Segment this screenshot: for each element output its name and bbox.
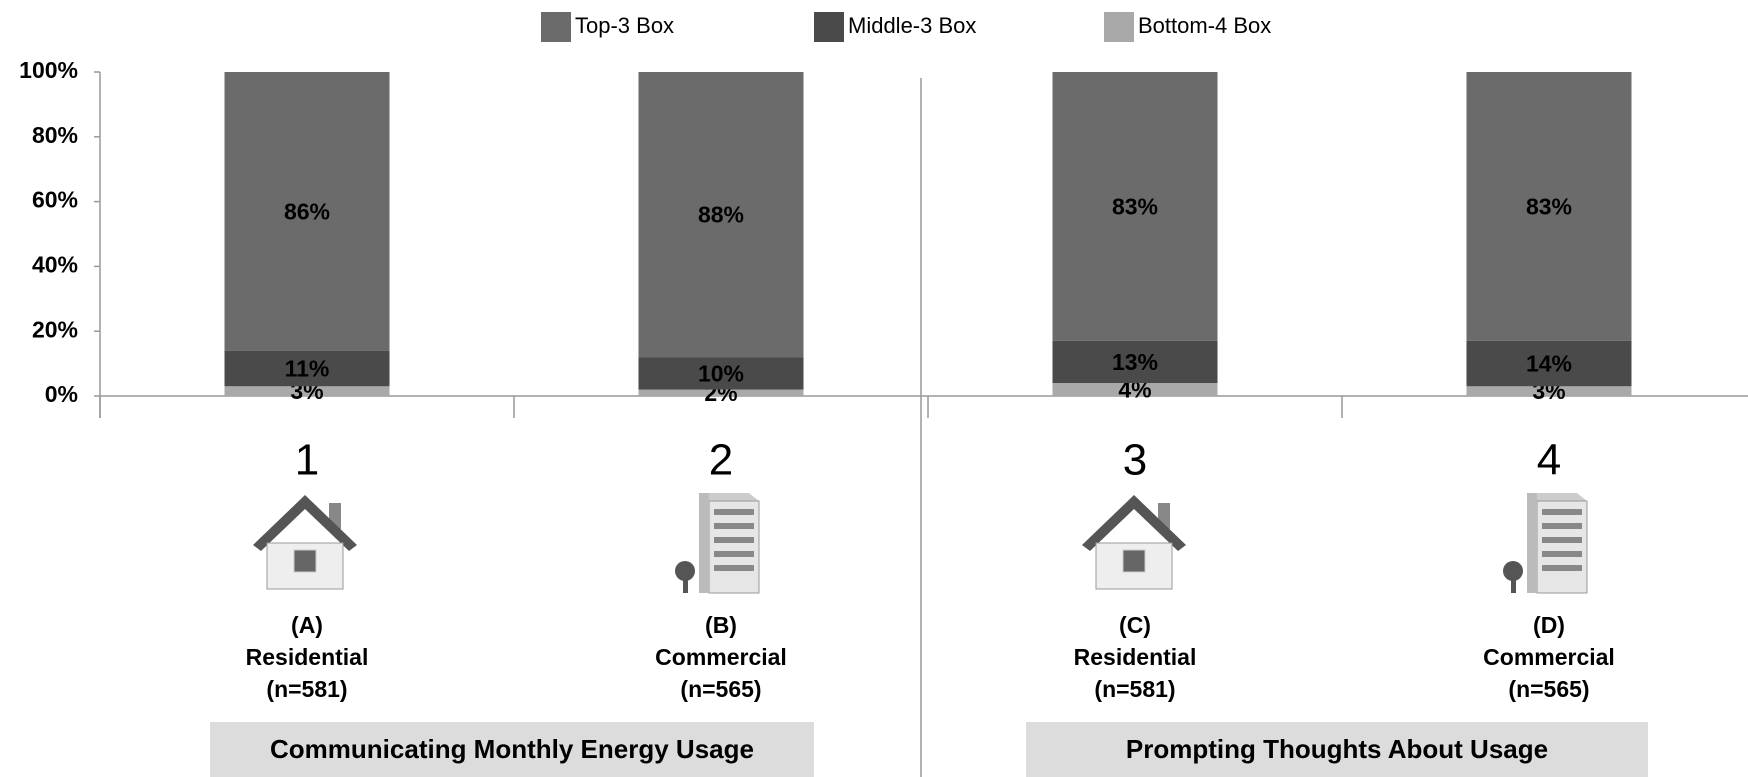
category-number: 1 [295,436,319,485]
bar-segment [1466,72,1632,341]
data-label: 83% [1112,194,1158,220]
category-letter: (D) [1533,612,1565,638]
bar-segment [1052,340,1218,384]
data-label: 88% [698,202,744,228]
bar-segment [224,350,390,387]
category-n: (n=581) [266,676,347,702]
building-icon [1503,493,1588,594]
bar-segment [224,72,390,351]
category-number: 2 [709,436,733,485]
group-label: Communicating Monthly Energy Usage [270,734,754,764]
bar-segment [638,389,804,396]
category-label: Commercial [1483,644,1615,670]
y-tick-label: 80% [32,122,78,148]
group-box [1026,722,1648,777]
bar-segment [1466,340,1632,387]
bar-segment [1052,72,1218,341]
house-icon [1082,495,1186,590]
legend-swatch [1104,12,1134,42]
category-letter: (C) [1119,612,1151,638]
bar-segment [1052,383,1218,396]
bar-segment [224,386,390,396]
data-label: 14% [1526,351,1572,377]
category-n: (n=581) [1094,676,1175,702]
legend-swatch [541,12,571,42]
category-number: 4 [1537,436,1561,485]
category-label: Commercial [655,644,787,670]
group-label: Prompting Thoughts About Usage [1126,734,1548,764]
y-tick-label: 100% [19,57,78,83]
y-tick-label: 0% [45,381,78,407]
category-number: 3 [1123,436,1147,485]
category-label: Residential [246,644,369,670]
y-tick-label: 60% [32,187,78,213]
data-label: 10% [698,360,744,386]
category-letter: (B) [705,612,737,638]
bar-segment [638,72,804,358]
bar-segment [1466,386,1632,396]
category-letter: (A) [291,612,323,638]
house-icon [253,495,357,590]
legend-label: Bottom-4 Box [1138,13,1271,38]
legend-swatch [814,12,844,42]
data-label: 86% [284,198,330,224]
category-label: Residential [1074,644,1197,670]
legend-label: Top-3 Box [575,13,674,38]
category-n: (n=565) [680,676,761,702]
building-icon [675,493,760,594]
category-n: (n=565) [1508,676,1589,702]
data-label: 83% [1526,194,1572,220]
y-tick-label: 20% [32,316,78,342]
legend-label: Middle-3 Box [848,13,976,38]
group-box [210,722,814,777]
data-label: 11% [285,356,330,382]
y-tick-label: 40% [32,251,78,277]
bar-segment [638,357,804,390]
data-label: 13% [1112,349,1158,375]
